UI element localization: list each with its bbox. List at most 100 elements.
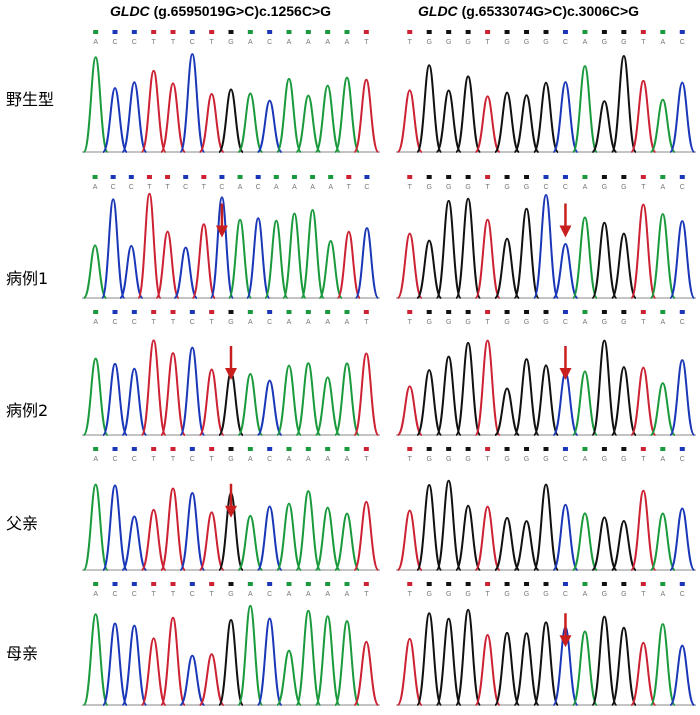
base-call-tick — [189, 310, 195, 314]
base-call-letter: T — [641, 39, 646, 46]
base-call-tick — [344, 310, 350, 314]
base-call-tick — [93, 447, 99, 451]
base-call-tick — [170, 447, 176, 451]
base-call-letter: T — [485, 39, 490, 46]
base-call-letter: G — [465, 591, 470, 598]
base-call-tick — [325, 582, 331, 586]
base-call-tick — [305, 310, 311, 314]
chromatogram-peak — [198, 368, 225, 436]
chromatogram-peak — [264, 219, 289, 299]
base-call-tick — [485, 175, 491, 179]
base-call-letter: G — [504, 591, 509, 598]
base-call-letter: T — [364, 319, 369, 326]
base-call-tick — [543, 310, 549, 314]
row-label-mother: 母亲 — [6, 644, 39, 663]
base-call-tick — [640, 582, 646, 586]
row-label-wildtype: 野生型 — [6, 90, 55, 109]
base-call-letter: T — [408, 319, 413, 326]
chromatogram-peak — [669, 507, 696, 571]
chromatogram-peak — [198, 653, 225, 706]
base-call-letter: T — [210, 39, 215, 46]
base-call-tick — [267, 582, 273, 586]
base-call-tick — [112, 310, 118, 314]
chromatogram-peak — [610, 366, 637, 436]
base-call-letter: C — [680, 319, 685, 326]
base-call-letter: A — [583, 456, 588, 463]
base-call-tick — [621, 447, 627, 451]
base-call-tick — [112, 447, 118, 451]
base-call-tick — [112, 582, 118, 586]
chromatogram-peak — [513, 520, 540, 571]
base-call-tick — [485, 310, 491, 314]
chromatogram-peak — [571, 512, 598, 571]
chromatogram-peak — [494, 237, 521, 299]
chromatogram-peak — [552, 503, 579, 571]
chromatogram-peak — [179, 491, 206, 571]
chromatogram-peak — [295, 362, 322, 436]
mutation-arrow-icon — [225, 346, 237, 380]
chromatogram-peak — [435, 199, 462, 299]
base-call-tick — [170, 582, 176, 586]
base-call-letter: A — [660, 591, 665, 598]
base-call-letter: G — [465, 39, 470, 46]
chromatogram-peak — [334, 76, 360, 153]
base-call-letter: A — [660, 456, 665, 463]
base-call-tick — [286, 582, 292, 586]
base-call-letter: T — [364, 39, 369, 46]
base-call-letter: G — [446, 184, 451, 191]
base-call-tick — [407, 310, 413, 314]
base-call-tick — [562, 310, 568, 314]
chromatogram-peak — [218, 371, 244, 436]
chromatogram-peak — [179, 346, 206, 436]
base-call-tick — [426, 447, 432, 451]
base-call-letter: G — [602, 591, 607, 598]
base-call-letter: G — [446, 319, 451, 326]
base-call-tick — [363, 447, 369, 451]
base-call-tick — [407, 447, 413, 451]
chromatogram-peak — [532, 193, 560, 299]
base-call-letter: G — [524, 319, 529, 326]
base-call-tick — [286, 447, 292, 451]
base-call-tick — [465, 175, 471, 179]
chromatogram-peak — [295, 609, 322, 706]
chromatogram-peak — [571, 370, 598, 436]
base-call-letter: C — [132, 39, 137, 46]
base-call-tick — [209, 310, 215, 314]
chromatogram-peak — [160, 352, 186, 436]
base-call-tick — [543, 447, 549, 451]
base-call-tick — [325, 447, 331, 451]
base-call-letter: G — [228, 456, 233, 463]
chromatogram-peak — [160, 616, 186, 706]
chromatogram-peak — [353, 352, 380, 436]
base-call-tick — [660, 582, 666, 586]
base-call-letter: A — [248, 39, 253, 46]
chromatogram-peak — [455, 341, 482, 436]
base-call-tick — [363, 30, 369, 34]
base-call-tick — [524, 310, 530, 314]
base-call-tick — [267, 447, 273, 451]
base-call-letter: C — [680, 456, 685, 463]
chromatogram-peak — [198, 92, 225, 153]
chromatogram-peak — [669, 644, 696, 706]
base-call-tick — [407, 175, 413, 179]
base-call-letter: G — [621, 39, 626, 46]
chromatogram-peak — [455, 75, 482, 153]
base-call-tick — [543, 30, 549, 34]
chromatogram-peak — [610, 55, 637, 153]
base-call-letter: C — [267, 39, 272, 46]
base-call-tick — [426, 175, 432, 179]
chromatogram-peak — [245, 217, 271, 299]
base-call-tick — [446, 30, 452, 34]
chromatogram-peak — [416, 239, 443, 299]
base-call-letter: G — [446, 591, 451, 598]
chromatogram-peak — [256, 505, 283, 571]
base-call-tick — [465, 447, 471, 451]
chromatogram-peak — [137, 192, 162, 299]
chromatogram-peak — [336, 230, 362, 299]
left-column-title: GLDC (g.6595019G>C)c.1256C>G — [110, 3, 331, 19]
chromatogram-peak — [474, 633, 501, 706]
base-call-letter: A — [93, 591, 98, 598]
chromatogram-peak — [119, 244, 144, 299]
base-call-tick — [524, 175, 530, 179]
base-call-letter: T — [485, 319, 490, 326]
